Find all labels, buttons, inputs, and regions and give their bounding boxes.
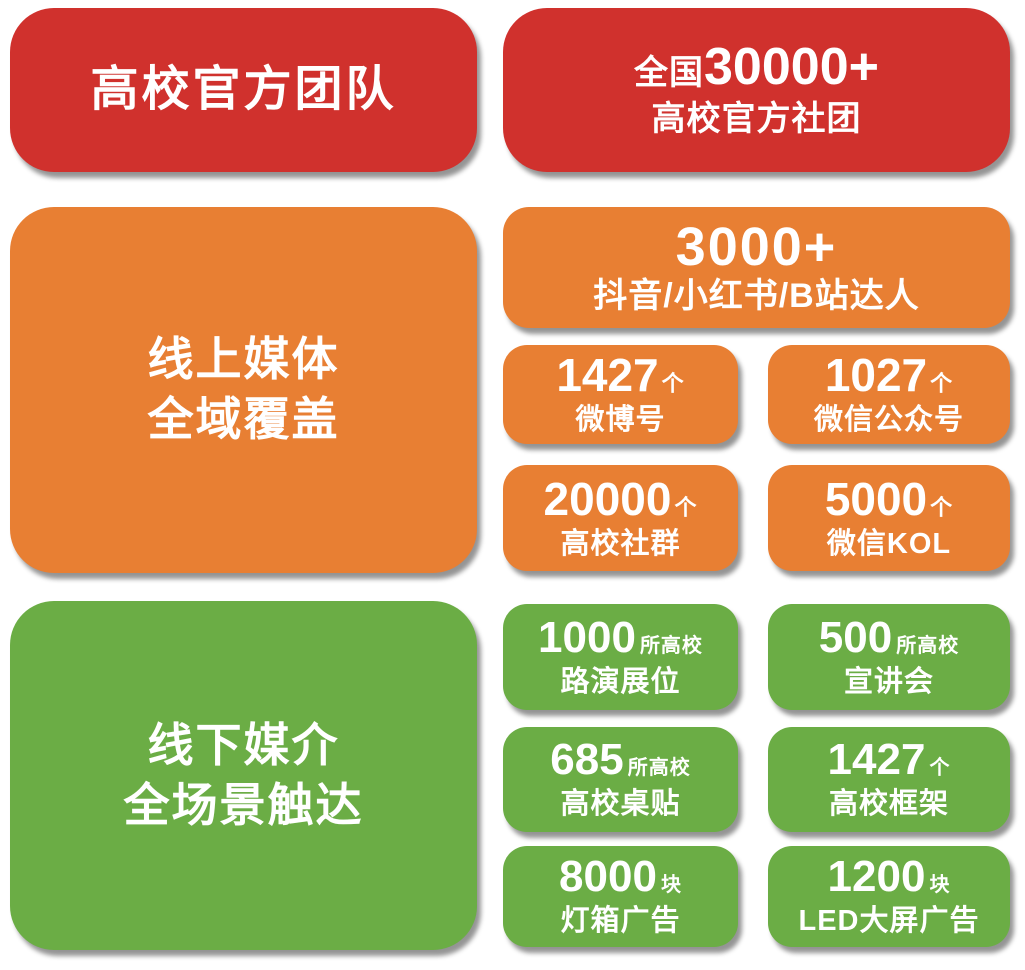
online-media-panel: 线上媒体 全域覆盖 [10, 207, 477, 573]
info-session-label: 宣讲会 [843, 665, 934, 698]
official-clubs-prefix: 全国 [634, 54, 705, 93]
official-clubs-number-line: 全国 30000+ [634, 41, 879, 93]
weibo-number: 1427 [556, 349, 659, 402]
campus-frame-card: 1427 个 高校框架 [768, 727, 1010, 832]
info-session-unit: 所高校 [896, 634, 960, 657]
wechat-kol-card: 5000 个 微信KOL [768, 465, 1010, 571]
influencers-number: 3000+ [675, 216, 838, 277]
campus-groups-card: 20000 个 高校社群 [503, 465, 738, 571]
campus-groups-unit: 个 [674, 494, 698, 520]
influencers-number-line: 3000+ [676, 220, 838, 274]
campus-frame-number-line: 1427 个 [828, 738, 951, 782]
lightbox-ad-card: 8000 块 灯箱广告 [503, 846, 738, 947]
online-media-title-line2: 全域覆盖 [147, 393, 340, 445]
wechat-official-number-line: 1027 个 [825, 352, 953, 398]
offline-media-title-line2: 全场景触达 [123, 778, 364, 831]
official-team-title: 高校官方团队 [90, 62, 397, 116]
campus-frame-label: 高校框架 [828, 788, 949, 821]
lightbox-ad-number-line: 8000 块 [559, 855, 682, 899]
weibo-accounts-card: 1427 个 微博号 [503, 345, 738, 444]
campus-frame-number: 1427 [827, 735, 926, 785]
led-screen-ad-unit: 块 [929, 874, 951, 897]
lightbox-ad-unit: 块 [660, 874, 682, 897]
campus-frame-unit: 个 [929, 757, 951, 780]
campus-groups-label: 高校社群 [560, 527, 681, 560]
wechat-official-number: 1027 [824, 349, 928, 402]
weibo-unit: 个 [661, 371, 685, 397]
wechat-kol-unit: 个 [930, 494, 954, 520]
online-media-title: 线上媒体 全域覆盖 [148, 330, 340, 450]
desk-sticker-unit: 所高校 [627, 757, 691, 780]
wechat-official-card: 1027 个 微信公众号 [768, 345, 1010, 444]
weibo-label: 微博号 [575, 404, 666, 437]
wechat-kol-label: 微信KOL [826, 527, 952, 560]
led-screen-ad-number-line: 1200 块 [828, 855, 951, 899]
official-team-panel: 高校官方团队 [10, 8, 477, 172]
wechat-official-label: 微信公众号 [813, 404, 964, 437]
lightbox-ad-label: 灯箱广告 [560, 905, 681, 938]
led-screen-ad-number: 1200 [827, 852, 926, 902]
campus-groups-number-line: 20000 个 [544, 476, 698, 522]
info-session-number-line: 500 所高校 [818, 612, 960, 662]
roadshow-card: 1000 所高校 路演展位 [503, 604, 738, 710]
lightbox-ad-number: 8000 [559, 852, 657, 902]
info-session-card: 500 所高校 宣讲会 [768, 604, 1010, 710]
offline-media-panel: 线下媒介 全场景触达 [10, 601, 477, 950]
desk-sticker-card: 685 所高校 高校桌贴 [503, 727, 738, 832]
led-screen-ad-card: 1200 块 LED大屏广告 [768, 846, 1010, 947]
offline-media-title: 线下媒介 全场景触达 [124, 716, 364, 836]
desk-sticker-number: 685 [550, 735, 624, 785]
influencers-label: 抖音/小红书/B站达人 [593, 276, 920, 315]
influencers-card: 3000+ 抖音/小红书/B站达人 [503, 207, 1010, 328]
info-session-number: 500 [818, 612, 893, 662]
wechat-kol-number: 5000 [824, 472, 928, 525]
official-clubs-card: 全国 30000+ 高校官方社团 [503, 8, 1010, 172]
desk-sticker-number-line: 685 所高校 [550, 738, 690, 782]
roadshow-number: 1000 [538, 612, 636, 662]
roadshow-number-line: 1000 所高校 [538, 612, 703, 662]
official-clubs-label: 高校官方社团 [651, 100, 862, 139]
offline-media-title-line1: 线下媒介 [147, 718, 340, 771]
roadshow-label: 路演展位 [560, 665, 681, 698]
weibo-number-line: 1427 个 [556, 352, 684, 398]
online-media-title-line1: 线上媒体 [147, 333, 340, 386]
led-screen-ad-label: LED大屏广告 [798, 905, 980, 938]
wechat-kol-number-line: 5000 个 [825, 476, 953, 522]
wechat-official-unit: 个 [930, 371, 954, 397]
official-clubs-number: 30000+ [704, 38, 879, 97]
desk-sticker-label: 高校桌贴 [560, 788, 681, 821]
campus-groups-number: 20000 [543, 472, 672, 525]
roadshow-unit: 所高校 [639, 634, 703, 657]
